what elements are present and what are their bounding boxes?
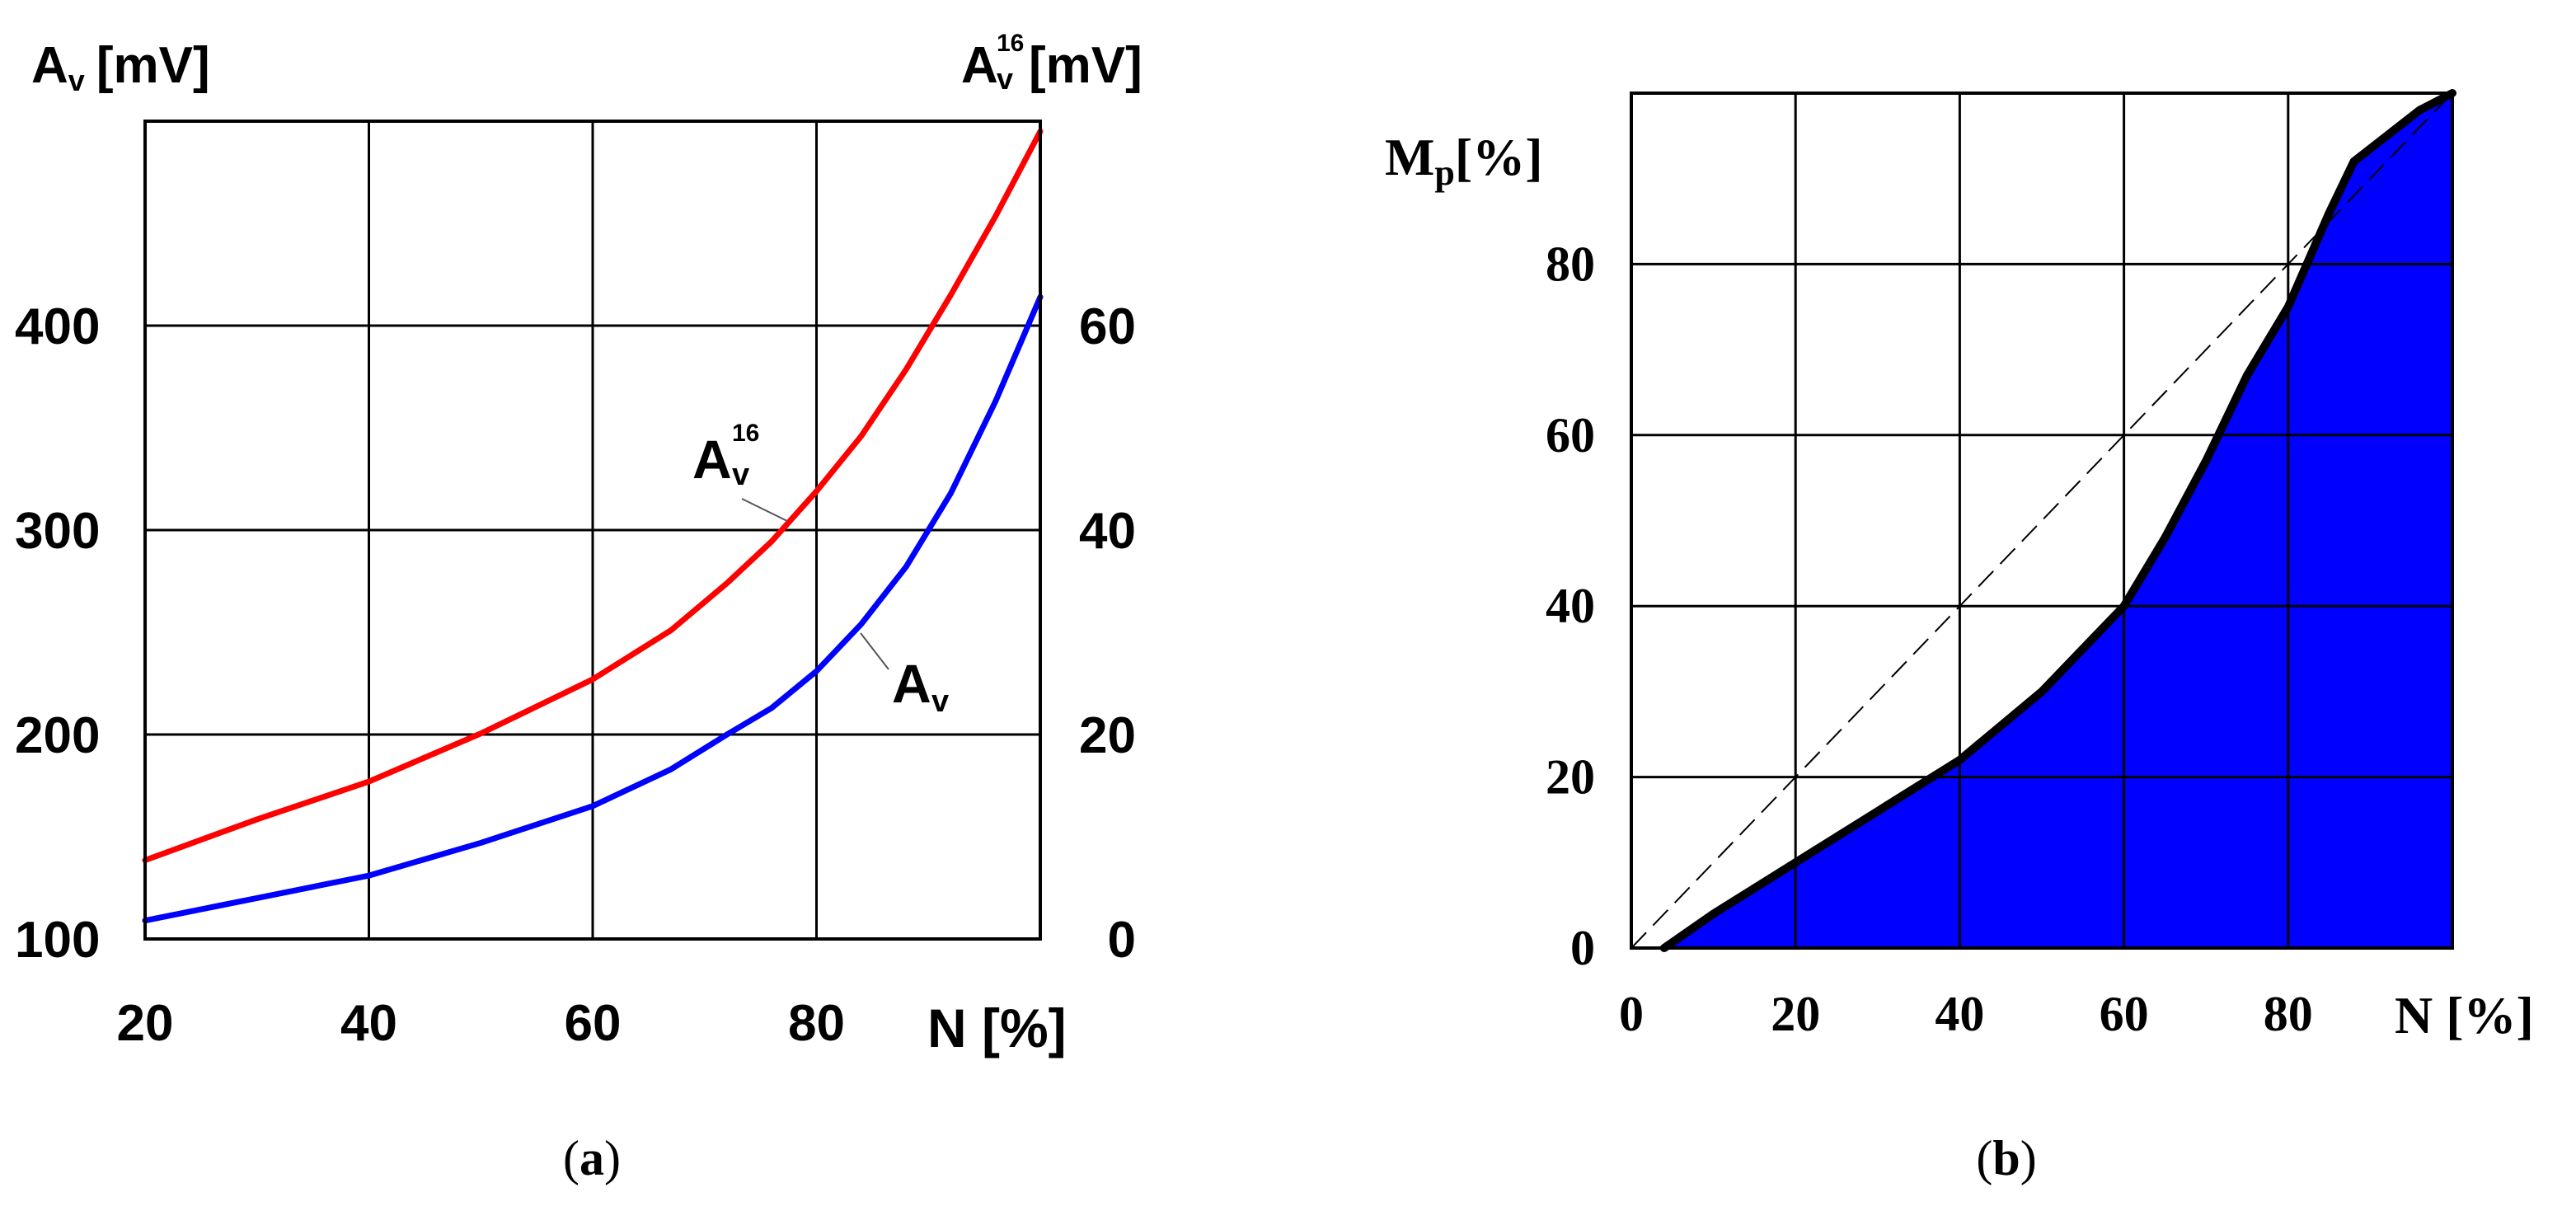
series-label-a16v: A 16 v xyxy=(692,420,759,492)
svg-text:A: A xyxy=(692,429,732,490)
svg-text:[mV]: [mV] xyxy=(1029,37,1143,94)
panel-a-left-y-tick-label: 400 xyxy=(15,298,100,355)
panel-a-plot-frame xyxy=(143,120,1042,941)
panel-b-x-tick-label: 0 xyxy=(1619,987,1644,1041)
panel-b-y-tick-label: 20 xyxy=(1546,750,1595,805)
panel-a-left-y-tick-label: 100 xyxy=(15,912,100,969)
panel-b-x-tick-label: 40 xyxy=(1935,987,1984,1041)
panel-b-y-tick-labels: 0 20 40 60 80 xyxy=(1546,237,1595,975)
panel-a-x-tick-label: 60 xyxy=(565,995,622,1052)
panel-b-x-tick-label: 60 xyxy=(2100,987,2149,1041)
panel-b-y-tick-label: 80 xyxy=(1546,237,1595,291)
panel-a-grid xyxy=(145,121,1040,939)
panel-a-x-axis-title: N [%] xyxy=(927,997,1067,1058)
svg-text:A: A xyxy=(961,37,998,94)
svg-text:16: 16 xyxy=(997,30,1024,57)
panel-b-y-axis-title: Mp[%] xyxy=(1385,128,1543,193)
panel-a-x-tick-label: 20 xyxy=(117,995,174,1052)
panel-b-grid xyxy=(1631,93,2452,948)
series-a16v-leader-line xyxy=(741,498,788,522)
series-line-av xyxy=(142,293,1044,924)
panel-b-area-fill xyxy=(1663,93,2452,948)
panel-a-x-tick-label: 80 xyxy=(788,995,845,1052)
panel-b-x-tick-label: 20 xyxy=(1771,987,1820,1041)
svg-text:16: 16 xyxy=(732,420,759,447)
panel-b-y-tick-label: 60 xyxy=(1546,408,1595,462)
svg-text:v: v xyxy=(931,684,949,719)
panel-a-left-y-tick-labels: 100 200 300 400 xyxy=(15,298,100,969)
panel-a-caption: (a) xyxy=(563,1131,621,1185)
panel-b-area xyxy=(1663,93,2452,948)
panel-a-series xyxy=(142,128,1044,924)
panel-a-x-tick-labels: 20 40 60 80 xyxy=(117,995,845,1052)
panel-a-right-y-tick-labels: 0 20 40 60 xyxy=(1079,298,1136,969)
panel-b-caption: (b) xyxy=(1976,1131,2036,1185)
panel-b-series-line xyxy=(1659,89,2456,952)
panel-a-left-y-tick-label: 300 xyxy=(15,503,100,560)
panel-b-y-tick-label: 0 xyxy=(1570,921,1595,975)
svg-text:v: v xyxy=(732,458,749,492)
panel-a-right-y-tick-label: 60 xyxy=(1079,298,1136,355)
panel-a-right-y-tick-label: 40 xyxy=(1079,503,1136,560)
panel-b-x-tick-labels: 0 20 40 60 80 xyxy=(1619,987,2313,1041)
panel-b-y-tick-label: 40 xyxy=(1546,579,1595,633)
series-av-leader-line xyxy=(860,632,889,670)
chart-panel-b: 0 20 40 60 80 0 20 40 60 80 Mp[%] N [%] (b) xyxy=(1385,89,2534,1185)
panel-a-right-y-axis-title: A 16 v [mV] xyxy=(961,30,1143,96)
panel-a-x-tick-label: 40 xyxy=(340,995,397,1052)
panel-b-x-tick-label: 80 xyxy=(2264,987,2313,1041)
panel-a-right-y-tick-label: 20 xyxy=(1079,707,1136,764)
series-line-mp xyxy=(1659,89,2456,952)
svg-text:A: A xyxy=(892,653,931,714)
panel-a-left-y-tick-label: 200 xyxy=(15,707,100,764)
svg-text:v: v xyxy=(997,62,1013,96)
panel-b-plot-frame xyxy=(1630,92,2454,950)
panel-b-x-axis-title: N [%] xyxy=(2395,986,2534,1044)
panel-a-right-y-tick-label: 0 xyxy=(1108,912,1136,969)
series-line-a16v xyxy=(142,128,1044,864)
series-label-av: A v xyxy=(892,653,949,719)
panel-a-left-y-axis-title: Av [mV] xyxy=(31,37,210,97)
